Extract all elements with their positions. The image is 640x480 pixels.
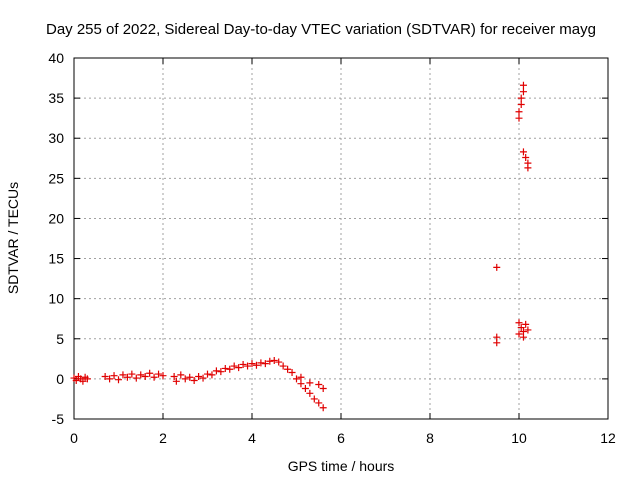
data-point — [146, 369, 154, 377]
x-tick-label: 12 — [600, 430, 616, 446]
x-tick-label: 6 — [337, 430, 345, 446]
y-tick-label: -5 — [52, 411, 65, 427]
data-point — [297, 380, 305, 388]
data-point — [270, 356, 278, 364]
y-tick-label: 5 — [56, 331, 64, 347]
data-point — [293, 375, 300, 383]
data-point — [261, 360, 269, 368]
grid — [74, 58, 608, 419]
x-tick-label: 2 — [159, 430, 167, 446]
data-point — [123, 373, 131, 381]
x-tick-label: 4 — [248, 430, 256, 446]
data-point — [110, 372, 118, 380]
data-point — [79, 377, 87, 385]
y-tick-label: 10 — [48, 291, 64, 307]
data-point — [137, 371, 145, 379]
data-point — [517, 324, 525, 332]
x-tick-label: 0 — [70, 430, 78, 446]
x-axis-label: GPS time / hours — [288, 458, 395, 474]
data-point — [190, 376, 198, 384]
data-point — [204, 370, 211, 378]
data-point — [297, 373, 305, 381]
x-tick-label: 10 — [511, 430, 527, 446]
data-point — [319, 385, 327, 393]
data-point — [72, 376, 80, 384]
data-point — [522, 320, 530, 328]
data-point — [141, 372, 149, 380]
data-point — [493, 339, 501, 347]
data-point — [515, 114, 523, 122]
data-point — [239, 360, 247, 368]
data-point — [524, 326, 532, 334]
data-point — [257, 359, 265, 367]
data-point — [522, 153, 530, 161]
data-point — [170, 372, 178, 380]
data-point — [199, 374, 207, 382]
data-point — [284, 365, 292, 373]
data-point — [306, 389, 314, 397]
data-point — [310, 395, 318, 403]
data-point — [177, 371, 185, 379]
data-point — [301, 385, 309, 393]
data-point — [230, 362, 238, 370]
data-point — [115, 376, 122, 384]
data-point — [83, 375, 91, 383]
data-point — [159, 372, 167, 380]
y-tick-label: 15 — [48, 251, 64, 267]
data-point — [195, 372, 203, 380]
data-point — [315, 381, 323, 389]
data-point — [515, 108, 523, 116]
y-tick-label: 40 — [48, 50, 64, 66]
data-point — [208, 371, 216, 379]
data-point — [517, 101, 525, 109]
data-point — [519, 333, 527, 341]
data-point — [515, 319, 523, 327]
data-point — [524, 164, 532, 172]
y-tick-label: 0 — [56, 371, 64, 387]
data-point — [172, 377, 180, 385]
data-point — [101, 372, 109, 380]
x-tick-label: 8 — [426, 430, 434, 446]
data-point — [235, 364, 243, 372]
data-point — [186, 373, 194, 381]
data-point — [517, 94, 525, 102]
data-point — [212, 367, 220, 375]
data-point — [279, 362, 287, 370]
data-point — [248, 360, 256, 368]
data-point — [288, 368, 296, 376]
data-point — [119, 371, 127, 379]
data-point — [315, 399, 323, 407]
data-point — [217, 368, 225, 376]
data-point — [275, 358, 283, 366]
y-axis-label: SDTVAR / TECUs — [5, 182, 21, 294]
data-point — [519, 148, 527, 156]
data-point — [226, 365, 234, 373]
data-point — [221, 364, 229, 372]
data-point — [155, 370, 163, 378]
data-point — [493, 263, 501, 271]
y-tick-label: 20 — [48, 210, 64, 226]
y-tick-label: 25 — [48, 170, 64, 186]
data-point — [519, 81, 527, 89]
data-point — [244, 362, 252, 370]
data-point — [519, 88, 527, 96]
data-point — [132, 374, 140, 382]
data-point — [515, 330, 523, 338]
data-point — [306, 379, 314, 387]
chart-title: Day 255 of 2022, Sidereal Day-to-day VTE… — [46, 21, 596, 38]
data-point — [319, 404, 327, 412]
data-point — [266, 357, 274, 365]
y-tick-label: 30 — [48, 130, 64, 146]
data-point — [106, 375, 114, 383]
data-point — [128, 370, 136, 378]
data-point — [181, 375, 189, 383]
data-point — [252, 361, 260, 369]
data-series — [70, 81, 532, 412]
axis-ticks: 0 2 4 6 8 10 12 -5 0 5 10 15 20 25 30 35 40 — [48, 50, 616, 446]
y-tick-label: 35 — [48, 90, 64, 106]
data-point — [150, 373, 158, 381]
